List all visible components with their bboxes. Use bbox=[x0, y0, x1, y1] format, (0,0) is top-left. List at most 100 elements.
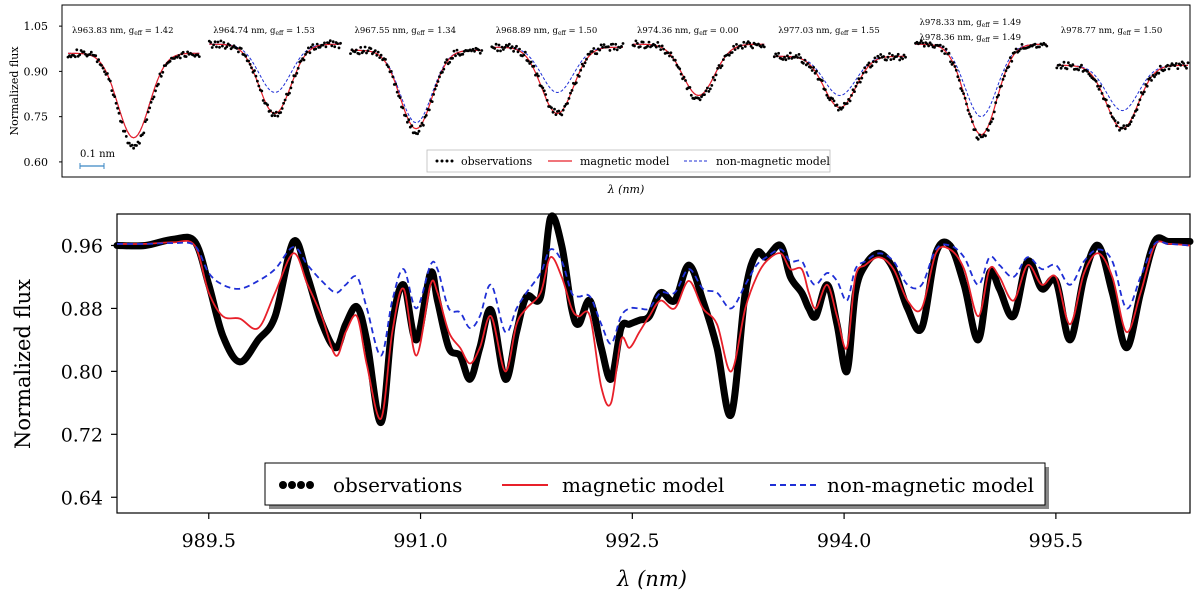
top-panel-observation-point bbox=[675, 63, 679, 67]
top-panel-observation-point bbox=[250, 66, 253, 70]
top-panel-observation-point bbox=[831, 97, 834, 100]
top-panel-observation-point bbox=[379, 53, 383, 57]
top-panel-observation-point bbox=[544, 93, 548, 96]
top-panel-observation-point bbox=[159, 74, 163, 78]
top-panel-observation-point bbox=[949, 60, 952, 64]
top-panel-observation-point bbox=[954, 68, 958, 72]
top-panel-observation-point bbox=[75, 48, 79, 52]
top-panel-observation-point bbox=[257, 84, 261, 88]
top-panel-observation-point bbox=[991, 117, 995, 121]
top-panel-observation-point bbox=[925, 42, 929, 46]
top-panel-observation-point bbox=[739, 44, 743, 48]
top-panel-observation-point bbox=[845, 102, 849, 105]
top-panel-observation-point bbox=[261, 99, 265, 102]
top-panel-observation-point bbox=[1116, 121, 1120, 124]
top-panel-observation-point bbox=[638, 45, 642, 48]
top-panel-observation-point bbox=[407, 118, 411, 122]
top-panel-observation-point bbox=[786, 54, 789, 58]
top-panel-observation-point bbox=[633, 44, 636, 48]
top-panel-observation-point bbox=[1003, 74, 1006, 78]
top-panel-observation-point bbox=[124, 135, 128, 138]
top-panel-observation-point bbox=[493, 47, 497, 50]
top-panel-observation-point bbox=[416, 132, 419, 136]
top-panel-observation-point bbox=[448, 60, 452, 64]
top-panel-observation-point bbox=[442, 67, 446, 71]
top-panel-observation-point bbox=[1153, 75, 1156, 79]
top-panel-observation-point bbox=[557, 109, 561, 113]
top-panel-observation-point bbox=[841, 106, 845, 109]
top-panel-observation-point bbox=[888, 52, 891, 55]
top-panel-observation-point bbox=[471, 47, 475, 51]
top-panel-observation-point bbox=[1167, 67, 1171, 71]
top-panel-observation-point bbox=[127, 141, 131, 145]
bottom-x-axis: 989.5 991.0 992.5 994.0 995.5 bbox=[182, 513, 1083, 552]
top-panel-observation-point bbox=[921, 41, 925, 45]
top-panel-observation-point bbox=[420, 121, 424, 125]
top-panel-observation-point bbox=[879, 53, 883, 56]
top-panel-observation-point bbox=[857, 77, 861, 81]
top-panel-observation-point bbox=[499, 49, 502, 53]
top-panel-observation-point bbox=[561, 108, 565, 112]
top-panel-observation-point bbox=[254, 74, 258, 78]
top-panel-observation-point bbox=[496, 49, 499, 53]
top-panel-observation-point bbox=[398, 96, 402, 99]
top-panel-observation-point bbox=[384, 58, 387, 61]
top-panel-observation-point bbox=[366, 49, 370, 53]
top-panel-line-label-part: λ977.03 nm, g bbox=[778, 26, 841, 36]
top-panel-observation-point bbox=[328, 39, 332, 43]
top-panel-observation-point bbox=[848, 99, 852, 103]
top-panel-observation-point bbox=[588, 52, 591, 56]
top-panel-observation-point bbox=[432, 93, 435, 96]
top-panel-observation-point bbox=[305, 50, 309, 54]
top-panel-observation-point bbox=[247, 59, 251, 63]
top-panel-observation-point bbox=[333, 45, 337, 49]
top-panel-observation-point bbox=[953, 65, 957, 68]
top-panel-observation-point bbox=[678, 67, 682, 71]
top-panel-observation-point bbox=[461, 52, 465, 56]
top-panel-observation-point bbox=[1185, 66, 1188, 70]
top-panel-observation-point bbox=[532, 64, 536, 68]
top-panel-observation-point bbox=[1062, 60, 1066, 64]
top-panel-observation-point bbox=[781, 58, 785, 61]
top-panel-observation-point bbox=[968, 112, 971, 116]
top-panel-observation-point bbox=[522, 53, 526, 57]
top-panel-observation-point bbox=[145, 118, 149, 121]
top-panel-line-label-subscript: eff bbox=[417, 30, 426, 37]
top-panel-observation-point bbox=[689, 93, 693, 97]
top-panel-observation-point bbox=[157, 82, 160, 86]
top-panel-observation-point bbox=[339, 41, 342, 45]
top-panel-observation-point bbox=[314, 47, 318, 51]
top-panel-line-label-subscript: eff bbox=[982, 37, 991, 44]
top-panel-observation-point bbox=[1183, 64, 1187, 68]
bottom-y-axis: 0.96 0.88 0.80 0.72 0.64 bbox=[61, 235, 117, 509]
top-panel-observation-point bbox=[730, 51, 734, 54]
top-panel-observation-point bbox=[904, 55, 907, 59]
top-panel-observation-point bbox=[551, 110, 555, 114]
top-panel-observation-point bbox=[577, 75, 581, 78]
top-panel-observation-point bbox=[177, 54, 181, 57]
top-panel-line-label-second: λ978.36 nm, geff = 1.49 bbox=[920, 33, 1022, 44]
top-panel-observation-point bbox=[784, 58, 788, 62]
top-panel-observation-point bbox=[1004, 69, 1008, 73]
top-panel-observation-point bbox=[599, 43, 603, 47]
top-panel-observation-point bbox=[272, 111, 275, 115]
top-panel-observation-point bbox=[113, 95, 117, 98]
top-panel-observation-point bbox=[116, 106, 119, 110]
top-panel-observation-point bbox=[260, 89, 264, 93]
top-panel-observation-point bbox=[1150, 79, 1153, 82]
top-panel-observation-point bbox=[918, 41, 922, 45]
top-panel-observation-point bbox=[742, 40, 746, 44]
top-panel-line-label-part: λ978.77 nm, g bbox=[1061, 26, 1124, 36]
top-panel-observation-point bbox=[394, 82, 398, 86]
top-panel-observation-point bbox=[363, 45, 367, 49]
top-panel-observation-point bbox=[550, 106, 553, 110]
top-panel-observation-point bbox=[1100, 92, 1104, 95]
top-panel-magnetic-line bbox=[491, 46, 623, 115]
top-panel-observation-point bbox=[621, 42, 625, 45]
top-panel-observation-point bbox=[225, 45, 229, 49]
top-panel-line-label: λ964.74 nm, geff = 1.53 bbox=[213, 26, 315, 37]
top-panel-observation-point bbox=[357, 52, 361, 56]
top-panel-observation-point bbox=[1014, 47, 1018, 51]
top-panel-observation-point bbox=[510, 45, 514, 48]
top-panel-observation-point bbox=[854, 84, 858, 88]
